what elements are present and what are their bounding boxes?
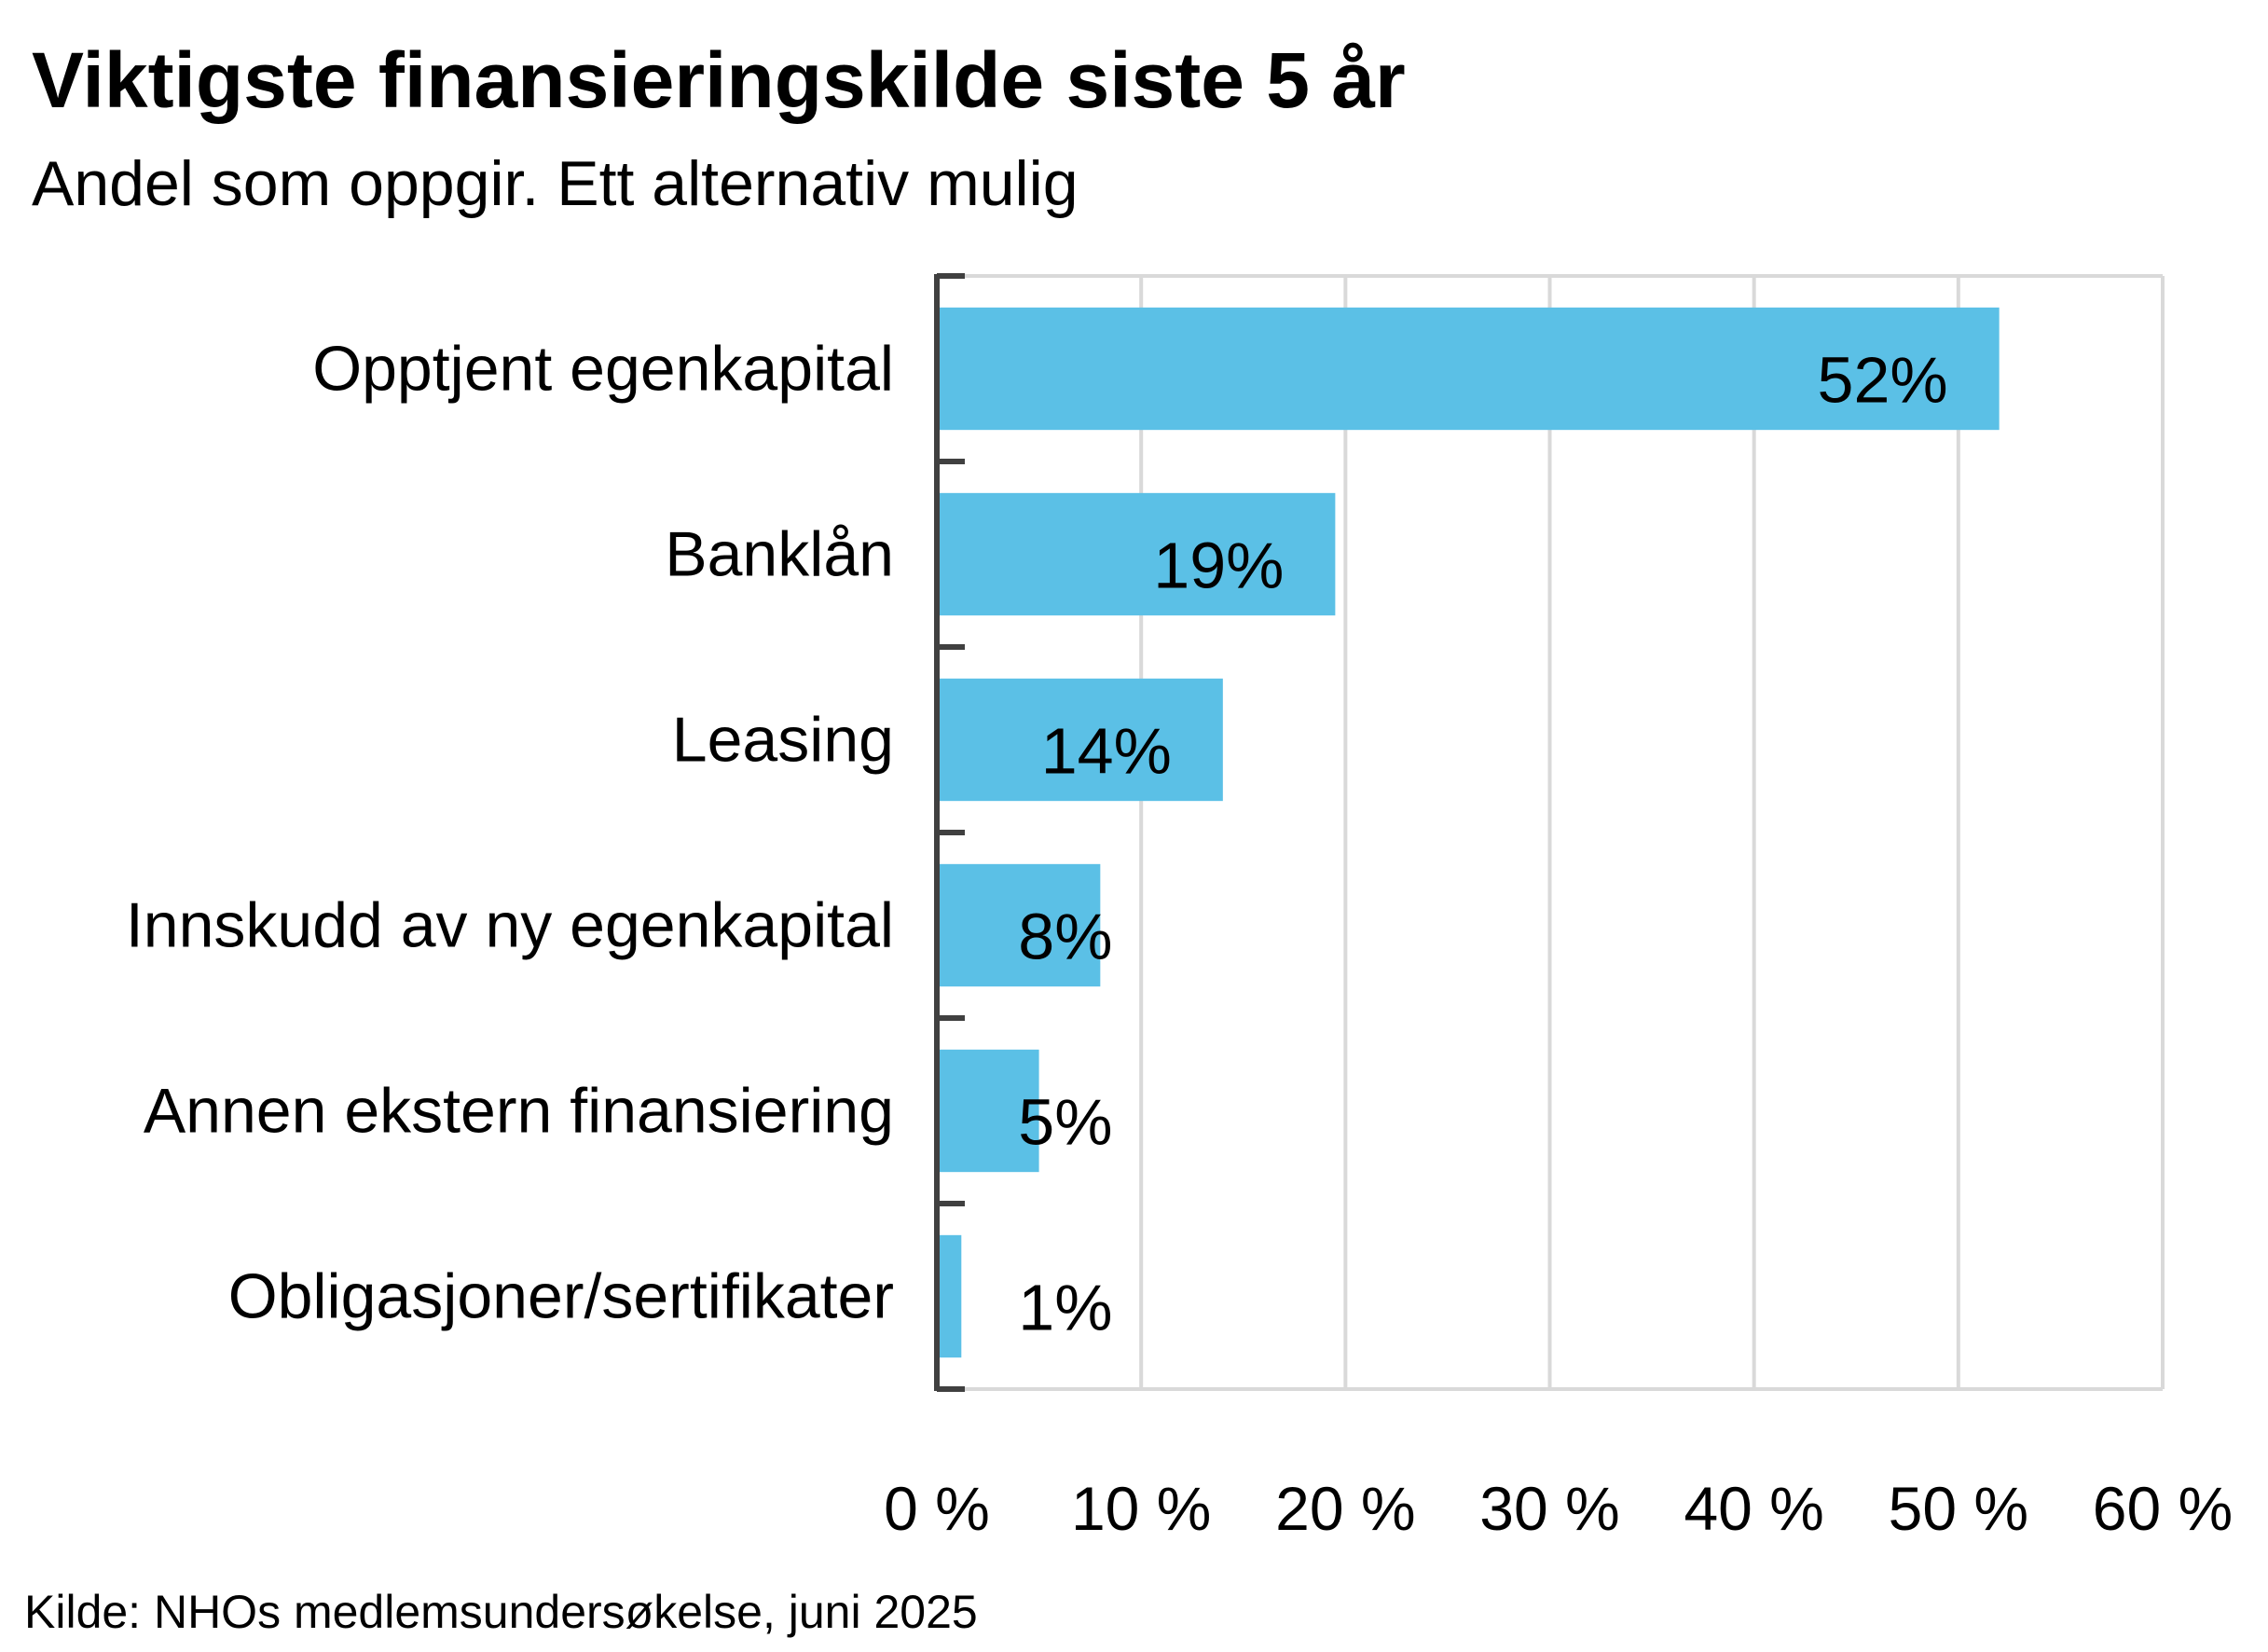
bar-3: [937, 863, 1101, 987]
chart-subtitle: Andel som oppgir. Ett alternativ mulig: [32, 148, 1079, 219]
category-label-0: Opptjent egenkapital: [312, 334, 894, 405]
value-label-3: 8%: [1018, 901, 1112, 973]
x-tick-label-30: 30 %: [1479, 1474, 1619, 1543]
bar-0: [937, 307, 2000, 431]
bar-4: [937, 1049, 1039, 1173]
bar-1: [937, 492, 1336, 616]
value-label-2: 14%: [1041, 715, 1172, 788]
x-tick-label-20: 20 %: [1275, 1474, 1415, 1543]
y-axis: [934, 273, 965, 1392]
x-tick-label-0: 0 %: [884, 1474, 990, 1543]
bar-5: [937, 1234, 962, 1358]
category-label-4: Annen ekstern finansiering: [144, 1076, 894, 1147]
x-tick-label-40: 40 %: [1684, 1474, 1823, 1543]
grid-lines: [937, 274, 2165, 1391]
category-label-5: Obligasjoner/sertifikater: [228, 1261, 894, 1332]
chart-source: Kilde: NHOs medlemsundersøkelse, juni 20…: [24, 1586, 978, 1638]
value-label-1: 19%: [1153, 530, 1284, 602]
value-label-5: 1%: [1018, 1272, 1112, 1344]
value-label-0: 52%: [1818, 344, 1948, 417]
x-tick-label-50: 50 %: [1889, 1474, 2028, 1543]
category-label-2: Leasing: [672, 705, 894, 776]
bars: [937, 307, 2000, 1358]
labels: Opptjent egenkapital 52% Banklån 19% Leasing…: [126, 334, 2233, 1544]
category-label-3: Innskudd av ny egenkapital: [126, 890, 894, 961]
x-tick-label-60: 60 %: [2093, 1474, 2233, 1543]
x-tick-label-10: 10 %: [1071, 1474, 1211, 1543]
chart-title: Viktigste finansieringskilde siste 5 år: [32, 36, 1406, 124]
bar-2: [937, 678, 1223, 802]
value-label-4: 5%: [1018, 1086, 1112, 1159]
category-label-1: Banklån: [665, 519, 894, 590]
